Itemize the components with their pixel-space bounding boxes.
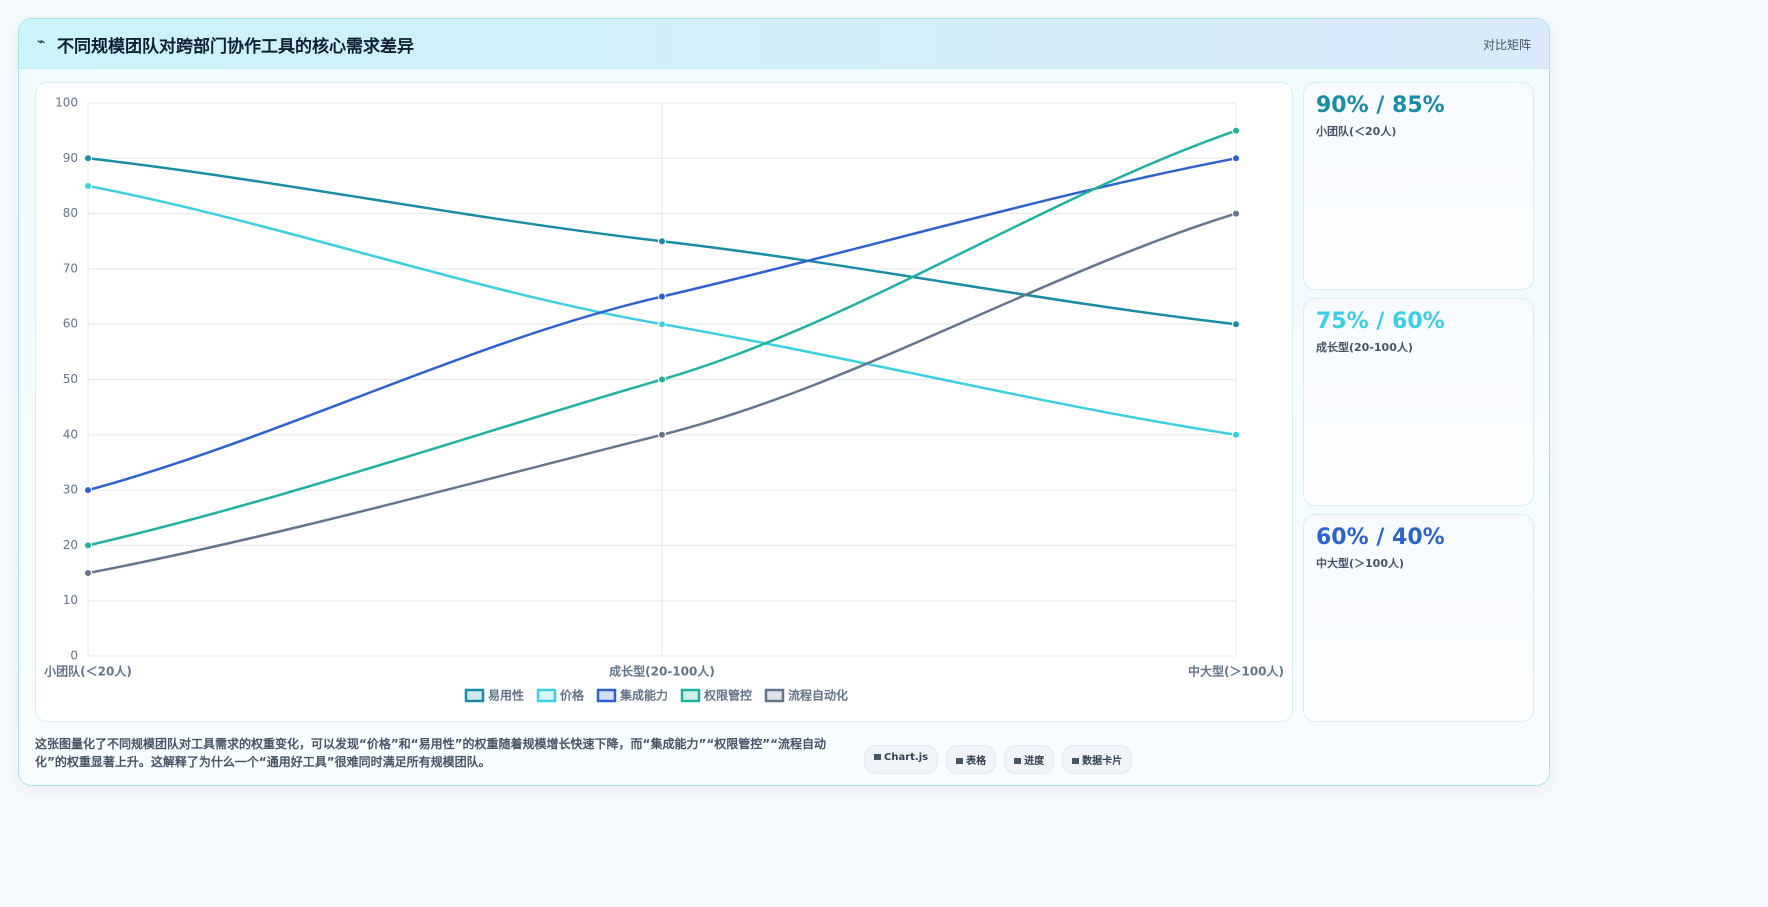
chip[interactable]: 表格 [946,745,997,774]
chips: Chart.js 表格 进度 数据卡片 [864,745,1133,774]
stat-card: 75% / 60% 成长型(20-100人) [1303,298,1534,506]
stat-label: 小团队(＜20人) [1316,125,1397,138]
x-tick-label: 成长型(20-100人) [609,664,715,679]
legend-swatch [680,688,701,703]
x-tick-label: 中大型(＞100人) [1188,664,1284,679]
legend-label: 流程自动化 [788,688,848,703]
point [1232,209,1240,218]
point [1232,154,1240,163]
chart: 0 10 20 30 40 50 60 70 80 90 100 小团队(＜20人) 成长型(20-10… [44,96,1284,703]
y-tick-label: 10 [63,593,78,607]
point [84,154,92,163]
y-tick-label: 20 [63,538,78,552]
point [84,541,92,550]
y-tick-label: 30 [63,483,78,497]
point [658,375,666,384]
badge: 对比矩阵 [1482,38,1531,52]
legend-label: 权限管控 [703,688,752,703]
stat-value: 75% / 60% [1316,309,1445,334]
point [1232,430,1240,439]
legend-swatch [464,688,485,703]
point [658,292,666,301]
legend-label: 集成能力 [619,688,668,703]
point [1232,320,1240,329]
y-tick-label: 80 [63,206,78,220]
y-tick-label: 70 [63,261,78,275]
y-tick-label: 50 [63,372,78,386]
y-tick-label: 90 [63,151,78,165]
chip[interactable]: 进度 [1004,745,1055,774]
point [658,237,666,246]
title: 不同规模团队对跨部门协作工具的核心需求差异 [57,37,414,57]
point [658,320,666,329]
y-tick-label: 60 [63,317,78,331]
legend-swatch [596,688,617,703]
point [658,430,666,439]
stat-card: 90% / 85% 小团队(＜20人) [1303,82,1534,290]
panel: ⌁ 不同规模团队对跨部门协作工具的核心需求差异 对比矩阵 0 10 20 30 40 50… [18,18,1550,786]
description: 这张图量化了不同规模团队对工具需求的权重变化，可以发现“价格”和“易用性”的权重… [35,737,826,769]
legend-label: 价格 [560,688,585,703]
stat-value: 60% / 40% [1316,525,1445,550]
legend-swatch [764,688,785,703]
y-tick-label: 0 [70,649,78,663]
legend-label: 易用性 [488,688,524,703]
point [84,181,92,190]
stat-card: 60% / 40% 中大型(＞100人) [1303,514,1534,722]
header: ⌁ 不同规模团队对跨部门协作工具的核心需求差异 对比矩阵 [19,19,1549,69]
point [84,486,92,495]
chip[interactable]: Chart.js [864,745,939,774]
stat-value: 90% / 85% [1316,93,1445,118]
y-tick-label: 100 [55,96,78,110]
y-tick-label: 40 [63,427,78,441]
stat-label: 中大型(＞100人) [1316,557,1405,570]
header-icon: ⌁ [37,34,46,50]
legend-swatch [536,688,557,703]
stat-label: 成长型(20-100人) [1316,341,1413,354]
chart-box: 0 10 20 30 40 50 60 70 80 90 100 小团队(＜20人) 成长型(20-10… [35,82,1293,722]
point [1232,126,1240,135]
point [84,569,92,578]
x-tick-label: 小团队(＜20人) [44,664,132,679]
chip[interactable]: 数据卡片 [1062,745,1133,774]
